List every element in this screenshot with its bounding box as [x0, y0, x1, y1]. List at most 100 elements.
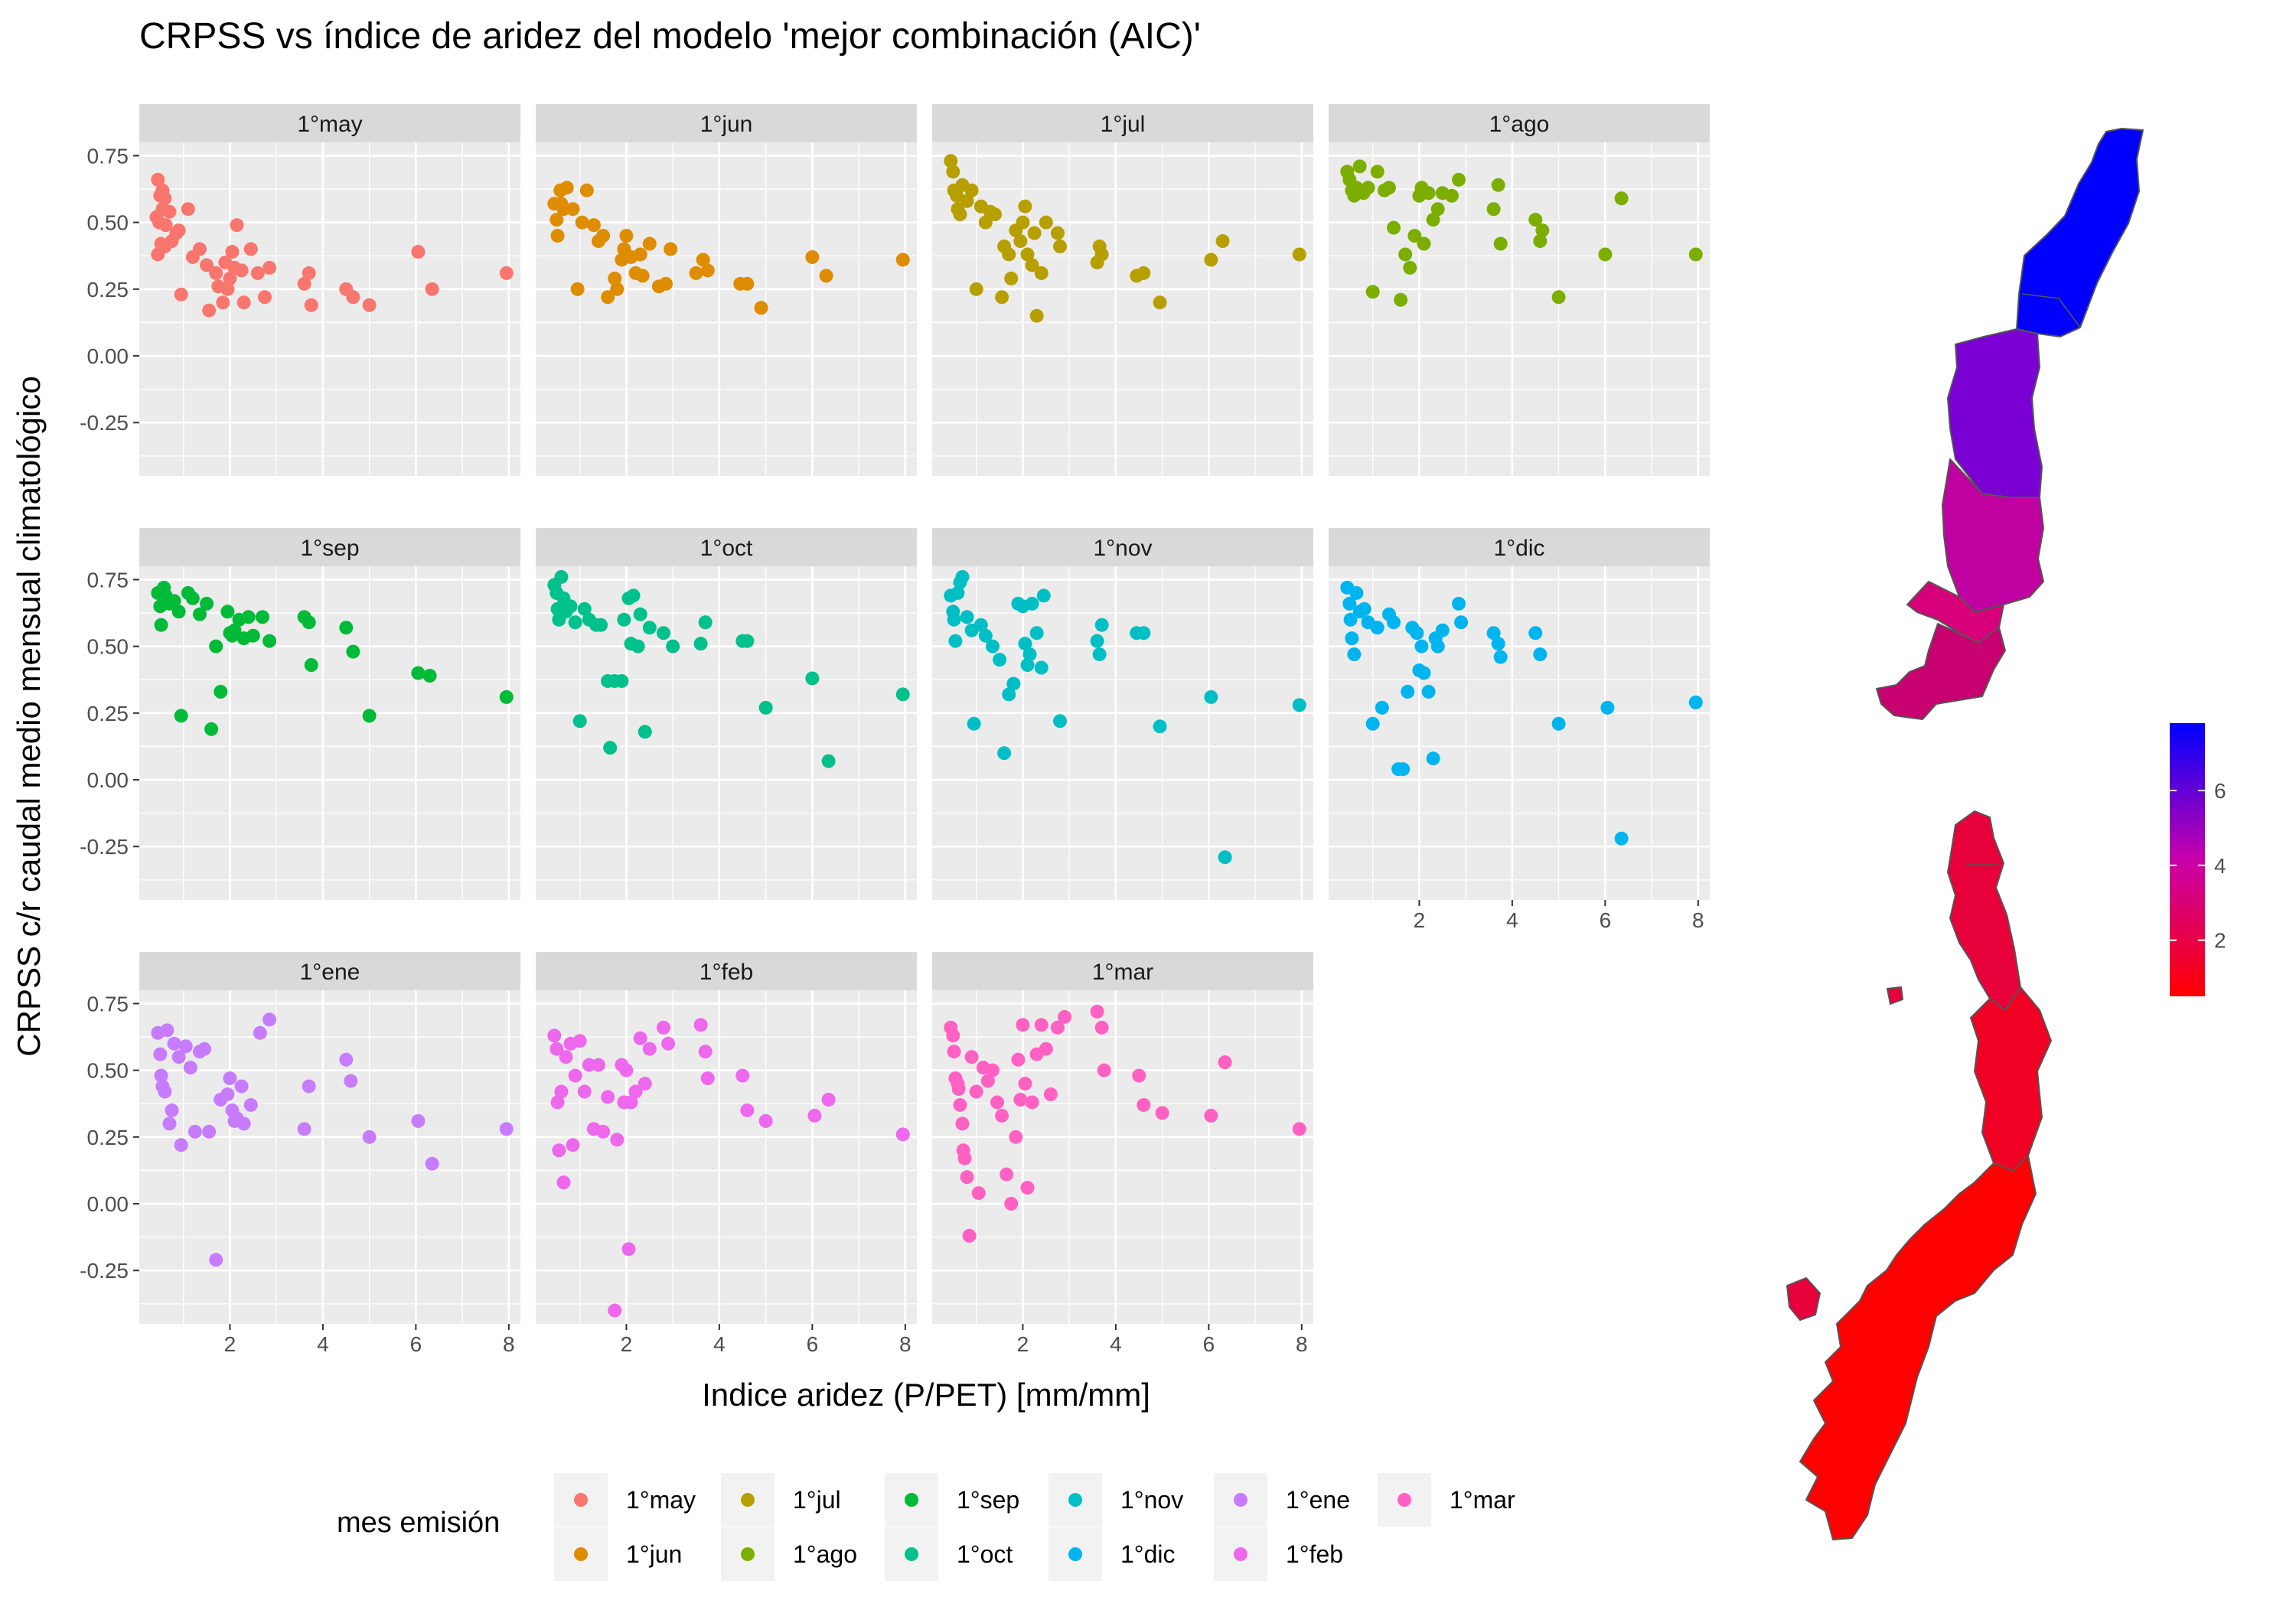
data-point: [1352, 159, 1367, 174]
y-tick-label: -0.25: [80, 1259, 129, 1283]
map-borders-north: [2021, 293, 2081, 328]
x-axis-title: Indice aridez (P/PET) [mm/mm]: [702, 1377, 1150, 1413]
data-point: [1204, 689, 1218, 704]
data-point: [696, 253, 710, 267]
data-point: [960, 194, 974, 208]
data-point: [1002, 247, 1016, 262]
facet-strip-label: 1°jun: [700, 112, 753, 137]
data-point: [1137, 1097, 1151, 1112]
facet-strip-label: 1°ene: [300, 960, 360, 985]
legend-item: 1°may: [554, 1473, 696, 1527]
data-point: [566, 202, 580, 217]
data-point: [158, 1084, 172, 1099]
data-point: [1094, 618, 1109, 632]
data-point: [1361, 181, 1375, 195]
data-point: [666, 639, 680, 654]
data-point: [628, 1084, 643, 1099]
data-point: [411, 666, 426, 680]
data-point: [568, 615, 582, 630]
colorbar-tick-label: 4: [2214, 854, 2226, 878]
legend-label: 1°may: [626, 1486, 696, 1514]
data-point: [1058, 1009, 1072, 1024]
legend-label: 1°jul: [793, 1486, 841, 1514]
data-point: [236, 295, 251, 310]
data-point: [1394, 292, 1408, 307]
data-points: [547, 181, 910, 315]
data-point: [297, 1122, 311, 1136]
map-region-south-1: [1947, 810, 2021, 1011]
facet-panel: 1°jun: [536, 104, 917, 476]
data-point: [971, 1186, 986, 1201]
data-points: [547, 569, 910, 768]
legend-item: 1°dic: [1049, 1527, 1176, 1581]
data-point: [1090, 634, 1104, 648]
y-tick-label: 0.50: [87, 1059, 129, 1083]
data-point: [805, 249, 820, 264]
data-point: [1153, 719, 1167, 734]
data-point: [1053, 714, 1068, 729]
data-point: [969, 282, 983, 296]
data-point: [362, 709, 377, 723]
data-point: [1053, 240, 1068, 254]
data-point: [165, 1103, 179, 1117]
map-island-north: [1887, 986, 1903, 1005]
data-point: [805, 671, 820, 686]
data-point: [947, 612, 961, 627]
data-point: [955, 1116, 970, 1131]
data-point: [1417, 236, 1431, 251]
facet-panel: 1°ene -0.25 0.00 0.25 0.50 0.75 2 4 6 8: [80, 952, 520, 1356]
data-point: [225, 245, 240, 259]
data-point: [162, 1116, 177, 1131]
x-tick-label: 8: [899, 1332, 912, 1356]
colorbar-gradient: [2170, 723, 2205, 996]
data-point: [174, 1138, 188, 1152]
data-point: [601, 1090, 615, 1104]
data-point: [807, 1108, 822, 1123]
data-point: [1426, 751, 1440, 766]
data-point: [568, 1068, 582, 1083]
y-tick-label: 0.00: [87, 1192, 129, 1216]
data-point: [821, 1093, 836, 1107]
map-region-north-2: [1947, 328, 2043, 498]
map-region-south-3: [1799, 1155, 2037, 1540]
data-point: [1094, 247, 1109, 262]
facet-panel: 1°ago: [1329, 104, 1710, 476]
data-point: [236, 1116, 251, 1131]
legend-item: 1°sep: [885, 1473, 1019, 1527]
legend-marker: [1068, 1547, 1082, 1561]
data-point: [1486, 202, 1501, 217]
data-point: [1365, 285, 1380, 299]
data-point: [953, 1097, 967, 1112]
data-point: [1043, 1087, 1058, 1102]
data-point: [1002, 687, 1016, 702]
data-point: [499, 1122, 514, 1136]
data-point: [1387, 220, 1401, 235]
data-point: [250, 266, 265, 280]
legend-marker: [741, 1547, 755, 1561]
data-point: [183, 1061, 197, 1075]
data-point: [1016, 215, 1030, 230]
data-point: [700, 1071, 715, 1086]
data-point: [209, 1253, 223, 1267]
map-region-north-1: [2016, 128, 2144, 337]
map-region-north-5: [1876, 623, 2006, 720]
legend-label: 1°nov: [1120, 1486, 1183, 1514]
legend-label: 1°jun: [626, 1540, 682, 1568]
data-point: [554, 569, 569, 584]
data-point: [160, 1023, 174, 1038]
data-point: [624, 1095, 638, 1110]
data-point: [1137, 626, 1151, 641]
y-tick-label: 0.75: [87, 144, 129, 168]
data-point: [619, 1063, 634, 1077]
data-point: [552, 1143, 566, 1158]
data-point: [1444, 188, 1459, 203]
data-point: [550, 1095, 565, 1110]
legend-marker: [1234, 1547, 1247, 1561]
data-point: [1013, 1093, 1028, 1107]
y-tick-label: 0.50: [87, 635, 129, 659]
data-point: [621, 1242, 636, 1257]
facet-strip: [932, 104, 1313, 142]
data-point: [1396, 762, 1411, 777]
data-point: [1155, 1106, 1169, 1120]
data-point: [214, 684, 228, 699]
